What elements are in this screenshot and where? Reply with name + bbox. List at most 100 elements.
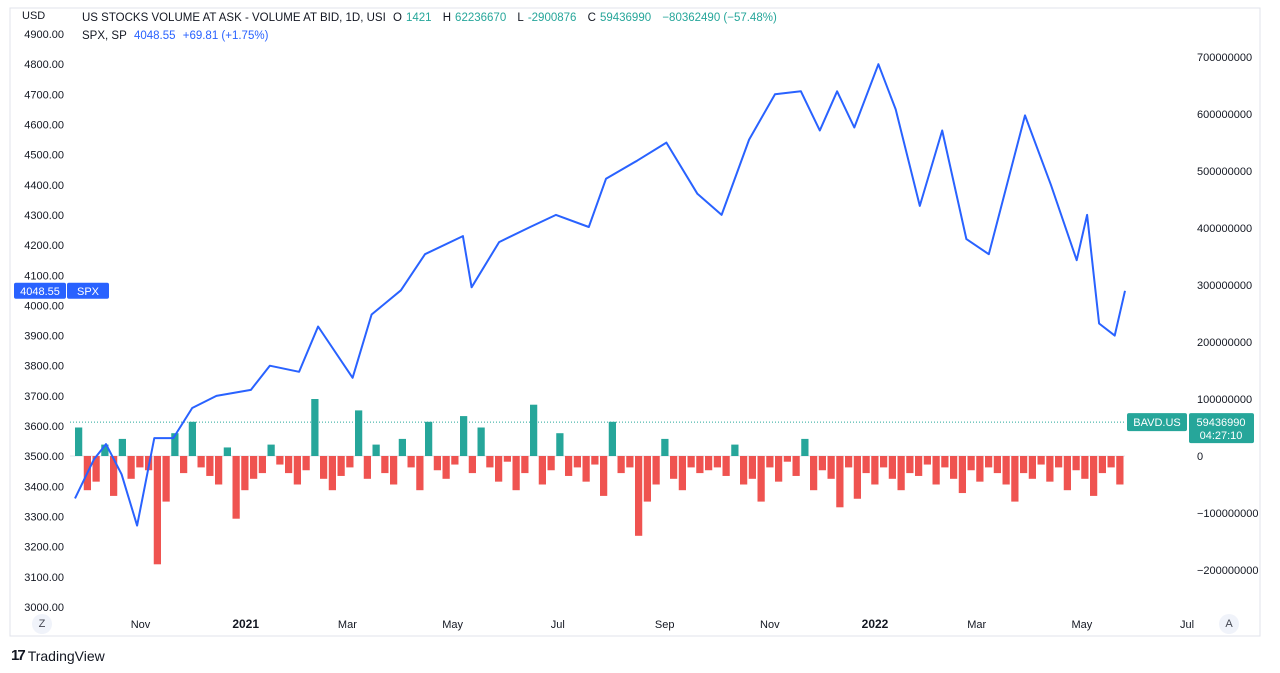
x-tick-label[interactable]: May — [442, 619, 463, 631]
volume-bar — [1072, 456, 1080, 471]
volume-bar — [687, 456, 695, 468]
volume-bar — [827, 456, 835, 479]
volume-bar — [845, 456, 853, 468]
auto-scale-button[interactable]: A — [1219, 614, 1239, 634]
volume-bar — [897, 456, 905, 491]
volume-bar — [862, 456, 870, 474]
x-tick-label[interactable]: Sep — [655, 619, 675, 631]
x-tick-label[interactable]: Jul — [551, 619, 565, 631]
volume-bar — [477, 427, 485, 456]
left-tick-label: 3000.00 — [24, 602, 64, 614]
volume-bar — [696, 456, 704, 474]
volume-bar — [565, 456, 573, 476]
x-tick-label[interactable]: Jul — [1180, 619, 1194, 631]
right-tick-label: −200000000 — [1197, 565, 1258, 577]
spx-legend[interactable]: SPX, SP 4048.55 +69.81 (+1.75%) — [82, 30, 272, 42]
volume-bar — [372, 444, 380, 456]
spx-name-marker-text: SPX — [77, 286, 100, 298]
volume-bar — [1090, 456, 1098, 496]
volume-bar — [381, 456, 389, 474]
bavd-name-marker — [1127, 413, 1187, 432]
spx-price-marker — [14, 282, 66, 299]
x-tick-label[interactable]: May — [1072, 619, 1093, 631]
volume-bar — [705, 456, 713, 471]
volume-bar — [731, 444, 739, 456]
volume-bar — [101, 444, 109, 456]
volume-bar — [153, 456, 161, 565]
volume-bar — [740, 456, 748, 485]
volume-bar — [600, 456, 608, 496]
volume-bar — [661, 438, 669, 456]
volume-bar — [783, 456, 791, 462]
volume-bar — [941, 456, 949, 468]
x-tick-label[interactable]: Mar — [338, 619, 357, 631]
right-tick-label: 600000000 — [1197, 109, 1252, 121]
volume-bar — [346, 456, 354, 468]
volume-bar — [320, 456, 328, 479]
volume-bar — [1098, 456, 1106, 474]
volume-bar — [136, 456, 144, 468]
volume-bar — [215, 456, 223, 485]
right-tick-label: 300000000 — [1197, 280, 1252, 292]
left-tick-label: 3700.00 — [24, 391, 64, 403]
volume-bar — [722, 456, 730, 476]
volume-bar — [162, 456, 170, 502]
volume-bar — [880, 456, 888, 468]
open-value: O 1421 — [392, 12, 432, 24]
volume-bar — [591, 456, 599, 465]
x-tick-label[interactable]: 2021 — [232, 617, 259, 631]
spx-name-marker — [67, 282, 109, 299]
left-tick-label: 4700.00 — [24, 89, 64, 101]
tradingview-logo[interactable]: 17 TradingView — [11, 647, 105, 664]
spx-value: 4048.55 — [133, 30, 176, 42]
x-tick-label[interactable]: 2022 — [862, 617, 889, 631]
right-tick-label: 200000000 — [1197, 337, 1252, 349]
zoom-button[interactable]: Z — [32, 614, 52, 634]
volume-bar — [1037, 456, 1045, 465]
volume-bar — [547, 456, 555, 471]
volume-bar — [311, 399, 319, 456]
left-tick-label: 4200.00 — [24, 240, 64, 252]
volume-bar — [573, 456, 581, 468]
volume-bar — [915, 456, 923, 476]
study-legend[interactable]: US STOCKS VOLUME AT ASK - VOLUME AT BID,… — [82, 12, 781, 24]
volume-bar — [1063, 456, 1071, 491]
volume-bar — [670, 456, 678, 479]
volume-bar — [958, 456, 966, 494]
left-tick-label: 4500.00 — [24, 150, 64, 162]
bavd-value-marker — [1189, 413, 1254, 444]
left-tick-label: 4600.00 — [24, 119, 64, 131]
right-tick-label: 700000000 — [1197, 52, 1252, 64]
volume-bar — [285, 456, 293, 474]
volume-bar — [766, 456, 774, 468]
left-tick-label: 3500.00 — [24, 451, 64, 463]
volume-bar — [801, 438, 809, 456]
right-tick-label: 500000000 — [1197, 166, 1252, 178]
volume-histogram — [75, 399, 1124, 565]
time-axis[interactable]: Nov 2021 Mar May Jul Sep Nov 2022 Mar May Jul — [131, 617, 1194, 631]
volume-bar — [223, 447, 231, 456]
volume-bar — [757, 456, 765, 502]
volume-bar — [950, 456, 958, 479]
bavd-value-marker-text: 59436990 — [1197, 417, 1246, 429]
volume-bar — [451, 456, 459, 465]
volume-bar — [626, 456, 634, 468]
volume-bar — [92, 456, 100, 482]
volume-bar — [556, 433, 564, 456]
volume-bar — [976, 456, 984, 482]
volume-bar — [888, 456, 896, 479]
spx-title: SPX, SP — [82, 30, 127, 42]
volume-bar — [110, 456, 118, 496]
volume-bar — [241, 456, 249, 491]
chart-frame — [9, 7, 1261, 637]
x-tick-label[interactable]: Mar — [967, 619, 986, 631]
bavd-name-marker-text: BAVD.US — [1133, 417, 1180, 429]
x-tick-label[interactable]: Nov — [760, 619, 780, 631]
x-tick-label[interactable]: Nov — [131, 619, 151, 631]
volume-bar — [932, 456, 940, 485]
right-volume-axis: 700000000 600000000 500000000 400000000 3000… — [1197, 52, 1258, 577]
left-tick-label: 4800.00 — [24, 59, 64, 71]
volume-bar — [906, 456, 914, 474]
volume-bar — [836, 456, 844, 508]
left-tick-label: 3600.00 — [24, 421, 64, 433]
